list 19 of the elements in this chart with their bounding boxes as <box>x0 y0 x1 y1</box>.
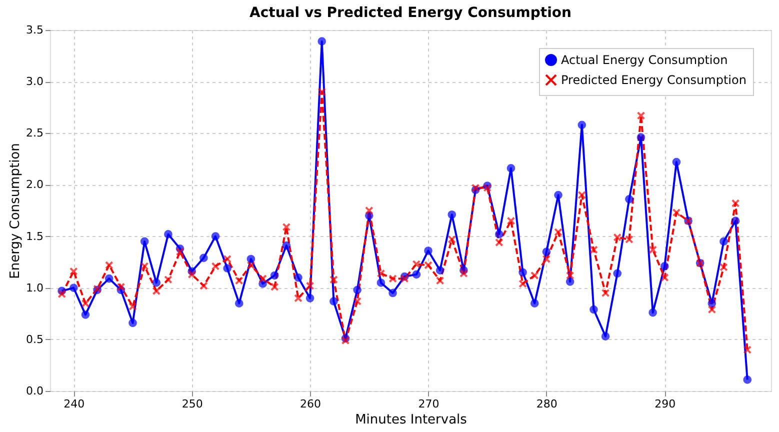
y-tick-label: 3.5 <box>26 24 44 36</box>
legend-label: Predicted Energy Consumption <box>561 73 746 87</box>
y-tick-label: 0.0 <box>26 384 44 398</box>
chart-title: Actual vs Predicted Energy Consumption <box>250 5 572 21</box>
y-tick-label: 1.0 <box>26 281 44 294</box>
x-tick-label: 290 <box>654 398 676 410</box>
y-tick-label: 1.5 <box>26 230 44 243</box>
x-axis-title: Minutes Intervals <box>355 412 468 428</box>
x-tick-label: 260 <box>300 398 322 410</box>
legend-label: Actual Energy Consumption <box>561 53 728 67</box>
y-tick-label: 3.0 <box>26 75 44 88</box>
y-tick-label: 0.5 <box>26 332 44 346</box>
y-axis-title: Energy Consumption <box>8 143 24 279</box>
x-tick-label: 280 <box>536 398 558 410</box>
x-tick-label: 240 <box>64 398 85 410</box>
x-tick-label: 270 <box>418 398 440 410</box>
y-tick-label: 2.5 <box>26 126 44 140</box>
y-tick-label: 2.0 <box>26 178 44 192</box>
x-tick-label: 250 <box>182 398 203 410</box>
